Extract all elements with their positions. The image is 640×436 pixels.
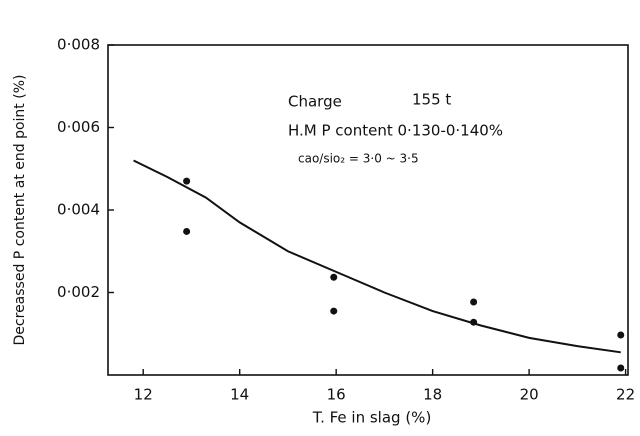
data-point (617, 331, 625, 339)
data-point (617, 364, 625, 372)
x-tick-label: 14 (230, 386, 249, 404)
annotation: H.M P content 0·130-0·140% (288, 122, 503, 140)
annotation: cao/sio₂ = 3·0 ~ 3·5 (298, 152, 419, 166)
x-axis-label: T. Fe in slag (%) (312, 409, 432, 427)
x-tick-label: 22 (616, 386, 635, 404)
x-tick-label: 16 (327, 386, 346, 404)
x-tick-label: 18 (423, 386, 442, 404)
data-point (470, 298, 478, 306)
data-point (330, 273, 338, 281)
data-point (330, 307, 338, 315)
annotation: 155 t (412, 91, 451, 109)
data-point (470, 318, 478, 326)
x-tick-label: 20 (520, 386, 539, 404)
data-point (183, 177, 191, 185)
annotation: Charge (288, 93, 342, 111)
fit-curve (133, 159, 621, 354)
y-axis-label: Decreassed P content at end point (%) (12, 75, 28, 346)
y-tick-label: 0·004 (57, 201, 100, 219)
x-tick-label: 12 (134, 386, 153, 404)
y-tick-label: 0·008 (57, 36, 100, 54)
y-tick-label: 0·006 (57, 118, 100, 136)
y-tick-label: 0·002 (57, 283, 100, 301)
data-point (183, 227, 191, 235)
plot-frame (107, 44, 629, 376)
